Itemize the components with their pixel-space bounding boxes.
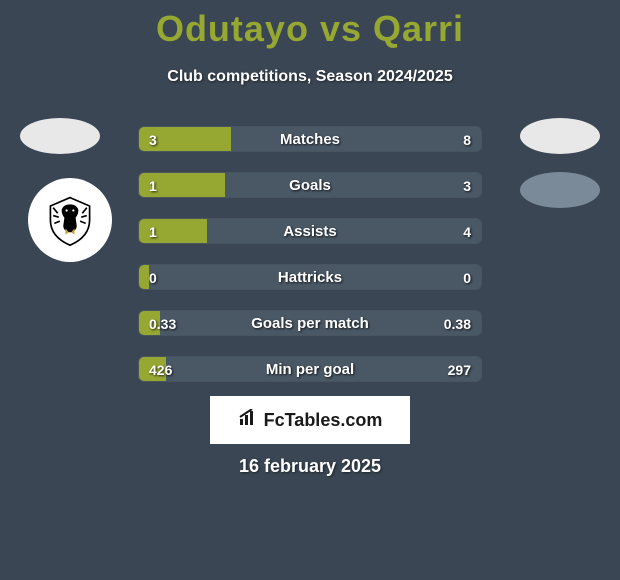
stat-label: Assists — [139, 219, 481, 244]
stat-value-right: 3 — [463, 173, 471, 198]
stat-label: Min per goal — [139, 357, 481, 382]
stat-bar-hattricks: 0 Hattricks 0 — [138, 264, 482, 290]
footer-date: 16 february 2025 — [0, 456, 620, 477]
stat-label: Hattricks — [139, 265, 481, 290]
stats-bars-container: 3 Matches 8 1 Goals 3 1 Assists 4 0 Hatt… — [138, 126, 482, 402]
stat-bar-goals-per-match: 0.33 Goals per match 0.38 — [138, 310, 482, 336]
club-crest-icon — [42, 192, 98, 248]
stat-label: Goals — [139, 173, 481, 198]
stat-bar-matches: 3 Matches 8 — [138, 126, 482, 152]
branding-label: FcTables.com — [238, 409, 383, 432]
stat-value-right: 4 — [463, 219, 471, 244]
club-badge-left — [28, 178, 112, 262]
stat-value-right: 0.38 — [444, 311, 471, 336]
player-badge-right-2 — [520, 172, 600, 208]
branding-text-content: FcTables.com — [264, 410, 383, 431]
player-badge-right-1 — [520, 118, 600, 154]
branding-box[interactable]: FcTables.com — [210, 396, 410, 444]
stat-bar-min-per-goal: 426 Min per goal 297 — [138, 356, 482, 382]
player-badge-left — [20, 118, 100, 154]
stat-value-right: 297 — [448, 357, 471, 382]
stat-bar-goals: 1 Goals 3 — [138, 172, 482, 198]
page-subtitle: Club competitions, Season 2024/2025 — [0, 68, 620, 86]
stat-label: Goals per match — [139, 311, 481, 336]
chart-icon — [238, 409, 260, 432]
stat-bar-assists: 1 Assists 4 — [138, 218, 482, 244]
stat-label: Matches — [139, 127, 481, 152]
stat-value-right: 0 — [463, 265, 471, 290]
page-title: Odutayo vs Qarri — [0, 0, 620, 50]
stat-value-right: 8 — [463, 127, 471, 152]
